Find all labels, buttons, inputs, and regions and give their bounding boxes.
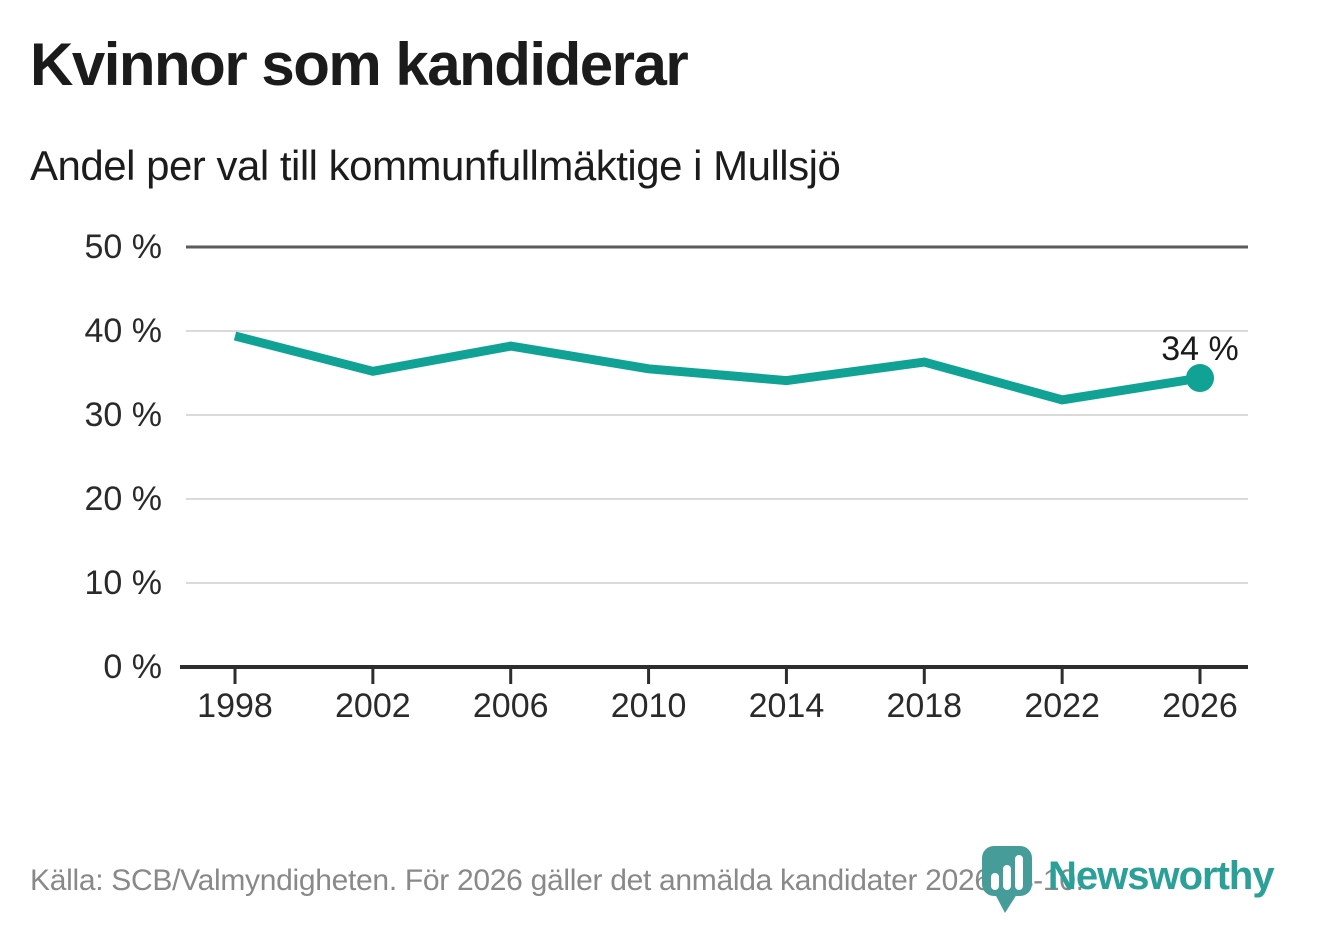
x-axis-label: 2026 (1162, 687, 1238, 725)
end-value-label: 34 % (1161, 330, 1239, 368)
newsworthy-wordmark: Newsworthy (1048, 854, 1275, 898)
x-axis-label: 2018 (886, 687, 963, 725)
newsworthy-logo: Newsworthy (982, 846, 1275, 916)
y-axis-label: 10 % (84, 564, 163, 602)
x-axis-label: 2002 (335, 687, 411, 725)
y-axis-label: 40 % (84, 312, 163, 350)
last-point-marker (1186, 364, 1214, 393)
x-axis-label: 2022 (1024, 687, 1100, 725)
x-axis-label: 1998 (197, 687, 273, 725)
x-axis-label: 2014 (748, 687, 825, 725)
newsworthy-pin-icon (982, 846, 1032, 913)
chart-subtitle: Andel per val till kommunfullmäktige i M… (30, 142, 841, 189)
x-axis-label: 2010 (610, 687, 687, 725)
y-axis-label: 0 % (103, 648, 162, 686)
data-line (233, 331, 1201, 405)
y-axis-label: 50 % (84, 228, 163, 266)
page-title: Kvinnor som kandiderar (30, 31, 689, 98)
y-axis-label: 20 % (84, 480, 163, 518)
source-note: Källa: SCB/Valmyndigheten. För 2026 gäll… (30, 864, 1084, 897)
y-axis-label: 30 % (84, 396, 163, 434)
x-axis-label: 2006 (472, 687, 549, 725)
